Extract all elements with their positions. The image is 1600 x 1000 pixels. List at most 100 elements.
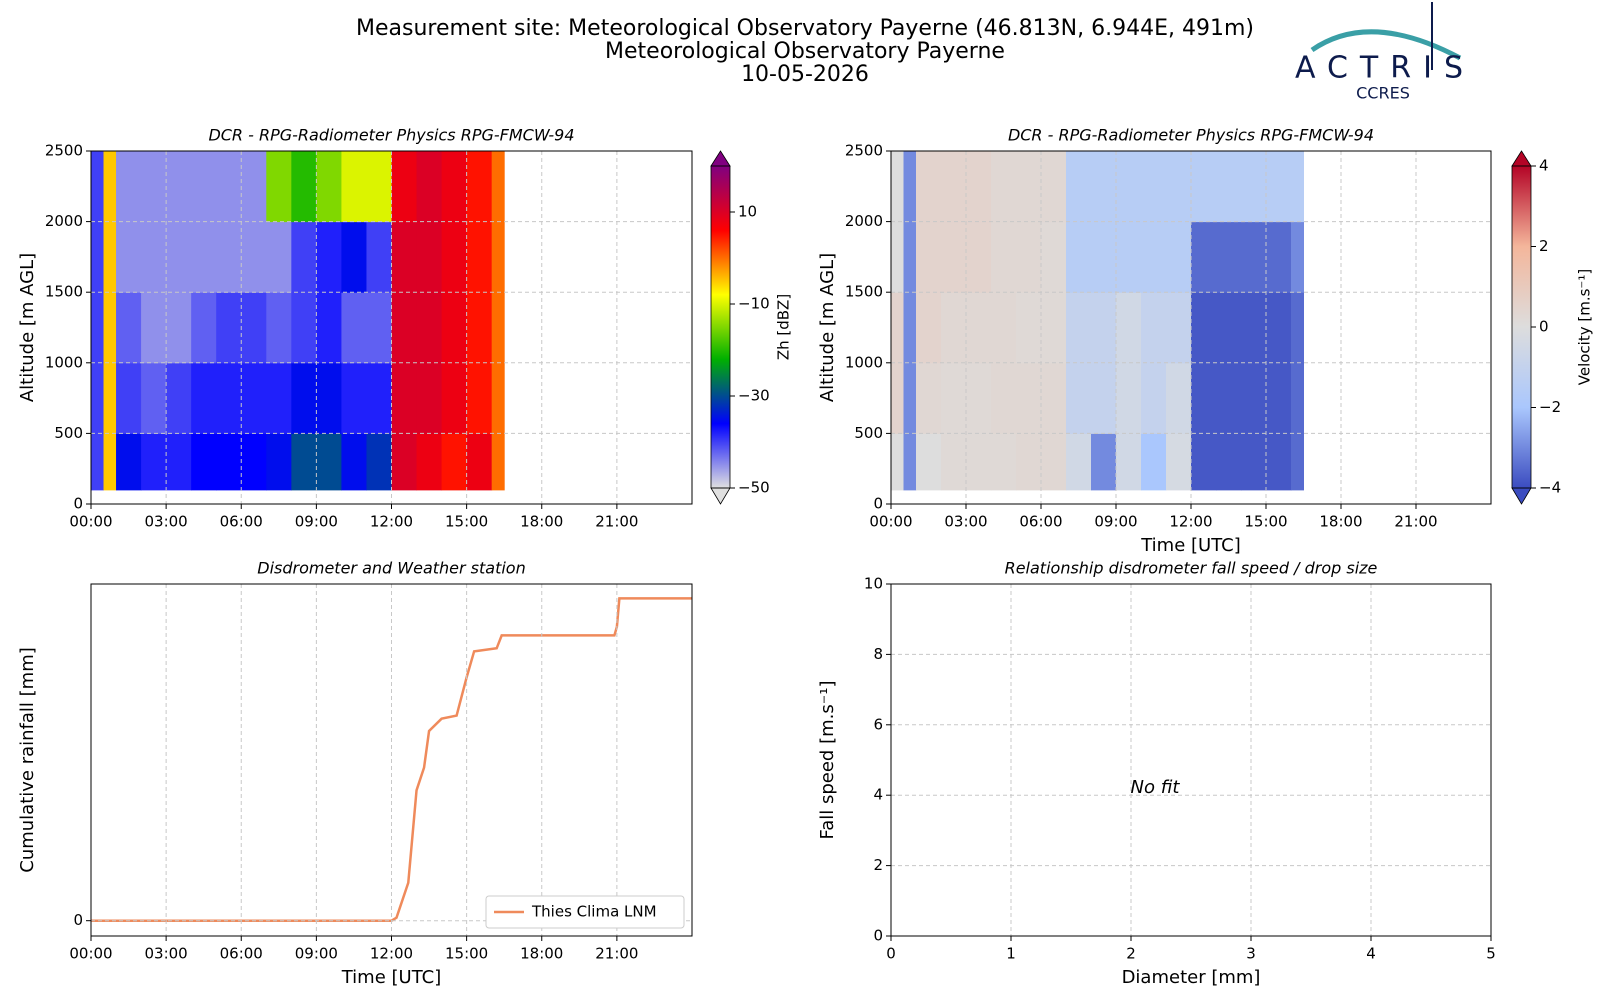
colorbar-arrow (1511, 487, 1532, 505)
heat-cell (1041, 362, 1067, 434)
heat-cell (941, 362, 967, 434)
y-tick-label: 0 (73, 495, 83, 513)
heat-cell (1216, 292, 1242, 364)
subplot-title: Disdrometer and Weather station (257, 559, 525, 578)
heat-cell (1091, 292, 1117, 364)
heat-cell (891, 221, 904, 293)
x-tick-label: 18:00 (1319, 513, 1362, 531)
heat-cell (1166, 221, 1192, 293)
y-axis-label: Altitude [m AGL] (817, 253, 838, 402)
heat-cell (316, 362, 342, 434)
x-tick-label: 18:00 (520, 945, 563, 963)
heat-cell (1291, 433, 1304, 491)
heat-cell (991, 433, 1017, 491)
logo-arc (1310, 29, 1462, 61)
x-tick-label: 0 (886, 945, 896, 963)
heat-cell (216, 433, 242, 491)
heat-cell (1016, 433, 1042, 491)
heat-cell (241, 433, 267, 491)
colorbar-arrow (710, 487, 731, 505)
y-tick-label: 1500 (845, 283, 883, 301)
heat-cell (916, 433, 942, 491)
heat-cell (103, 221, 117, 293)
heat-cell (341, 221, 367, 293)
heat-cell (966, 221, 992, 293)
heat-cell (416, 362, 443, 434)
heat-cell (991, 151, 1017, 223)
heat-cell (216, 151, 242, 223)
x-tick-label: 06:00 (1019, 513, 1062, 531)
heat-cell (1291, 292, 1304, 364)
heat-cell (1041, 433, 1067, 491)
heat-cell (1066, 221, 1092, 293)
heat-cell (391, 151, 418, 223)
heat-cell (1141, 433, 1167, 491)
heat-cell (241, 292, 267, 364)
heat-cell (1291, 362, 1304, 434)
heat-cell (891, 362, 904, 434)
heat-cell (466, 221, 493, 293)
y-tick-label: 2000 (45, 212, 83, 230)
heat-cell (366, 362, 392, 434)
subplot-title: DCR - RPG-Radiometer Physics RPG-FMCW-94 (1008, 126, 1374, 145)
header-title: 10-05-2026 (741, 62, 869, 87)
heat-cell (391, 221, 418, 293)
heat-cell (91, 292, 105, 364)
colorbar-tick-label: −10 (738, 295, 770, 313)
heat-cell (266, 221, 292, 293)
heat-cell (316, 433, 342, 491)
x-tick-label: 09:00 (295, 513, 338, 531)
heat-cell (1141, 362, 1167, 434)
heat-cell (391, 362, 418, 434)
heat-cell (391, 433, 418, 491)
heat-cell (441, 362, 468, 434)
y-tick-label: 0 (73, 911, 83, 929)
heat-cell (416, 221, 443, 293)
heat-cell (966, 433, 992, 491)
heat-cell (441, 221, 468, 293)
heat-cell (1166, 151, 1192, 223)
heat-cell (1141, 292, 1167, 364)
x-axis-label: Time [UTC] (341, 967, 442, 988)
heat-cell (1041, 221, 1067, 293)
x-tick-label: 5 (1486, 945, 1496, 963)
heat-cell (916, 292, 942, 364)
x-tick-label: 03:00 (145, 945, 188, 963)
heat-cell (916, 221, 942, 293)
heat-cell (466, 362, 493, 434)
heat-cell (1016, 151, 1042, 223)
heat-cell (166, 221, 192, 293)
heat-cell (191, 292, 217, 364)
colorbar-tick-label: 4 (1539, 157, 1549, 175)
heat-cell (441, 151, 468, 223)
x-tick-label: 03:00 (944, 513, 987, 531)
heat-cell (1116, 151, 1142, 223)
heat-cell (1016, 362, 1042, 434)
heat-cell (141, 221, 167, 293)
heat-cell (316, 221, 342, 293)
heat-cell (316, 151, 342, 223)
heat-cell (116, 292, 142, 364)
heat-cell (416, 433, 443, 491)
heat-cell (1116, 221, 1142, 293)
heat-cell (941, 292, 967, 364)
heat-cell (491, 221, 505, 293)
heat-cell (1291, 151, 1304, 223)
heat-cell (216, 292, 242, 364)
x-tick-label: 4 (1366, 945, 1376, 963)
plot-frame (890, 583, 1492, 937)
heat-cell (366, 151, 392, 223)
heat-cell (141, 362, 167, 434)
heat-cell (1116, 362, 1142, 434)
colorbar-tick-label: −4 (1539, 479, 1561, 497)
heat-cell (91, 221, 105, 293)
heat-cell (341, 151, 367, 223)
heat-cell (1191, 362, 1217, 434)
x-axis-label: Time [UTC] (1140, 535, 1241, 556)
x-tick-label: 06:00 (220, 945, 263, 963)
heat-cell (416, 151, 443, 223)
heat-cell (1041, 151, 1067, 223)
heat-cell (991, 362, 1017, 434)
heat-cell (291, 221, 317, 293)
heat-cell (1091, 362, 1117, 434)
